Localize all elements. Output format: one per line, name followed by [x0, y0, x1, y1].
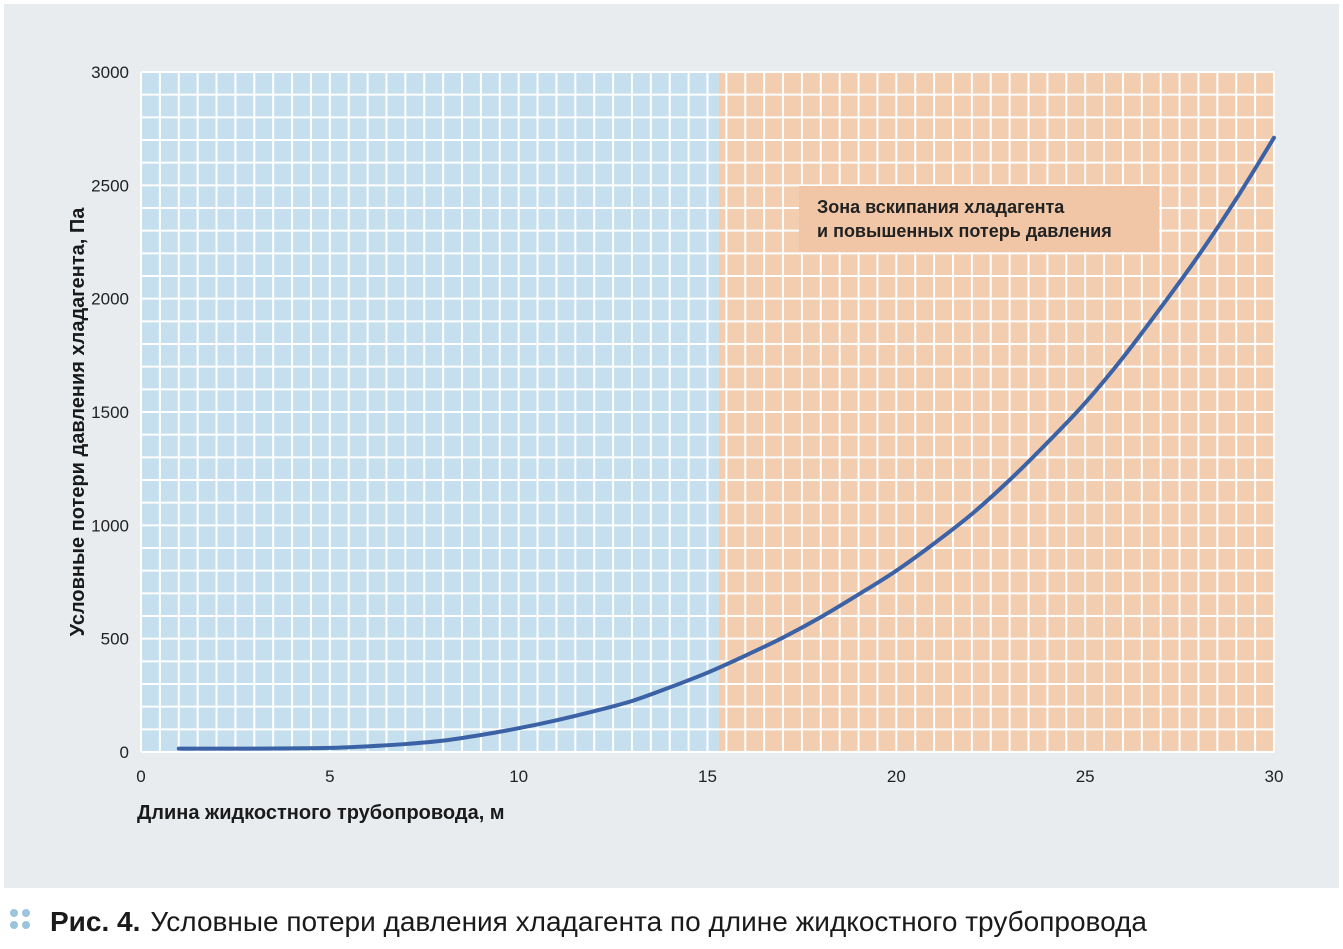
x-tick-label: 20	[887, 767, 906, 786]
x-tick-label: 30	[1265, 767, 1284, 786]
x-tick-label: 5	[325, 767, 334, 786]
y-tick-label: 0	[120, 743, 129, 762]
chart-panel: Зона вскипания хладагента и повышенных по…	[4, 4, 1339, 888]
x-tick-label: 10	[509, 767, 528, 786]
y-axis-title: Условные потери давления хладагента, Па	[67, 207, 89, 637]
zone-label-line: и повышенных потерь давления	[817, 221, 1112, 241]
y-tick-label: 1500	[91, 403, 129, 422]
x-axis-title: Длина жидкостного трубопровода, м	[137, 802, 505, 824]
x-tick-label: 0	[136, 767, 145, 786]
zone-label-box	[799, 186, 1159, 252]
caption-bullet-icon	[10, 909, 36, 935]
zone-label-line: Зона вскипания хладагента	[817, 197, 1065, 217]
chart: Зона вскипания хладагента и повышенных по…	[67, 63, 1284, 824]
x-tick-label: 15	[698, 767, 717, 786]
x-tick-label: 25	[1076, 767, 1095, 786]
figure-number: Рис. 4.	[50, 906, 141, 937]
figure-caption: Рис. 4. Условные потери давления хладаге…	[10, 900, 1147, 944]
y-tick-label: 2000	[91, 290, 129, 309]
y-tick-label: 500	[101, 630, 129, 649]
y-tick-label: 1000	[91, 516, 129, 535]
series-line-1	[176, 135, 1276, 751]
y-tick-label: 2500	[91, 176, 129, 195]
y-tick-label: 3000	[91, 63, 129, 82]
figure-caption-text: Условные потери давления хладагента по д…	[150, 906, 1147, 937]
